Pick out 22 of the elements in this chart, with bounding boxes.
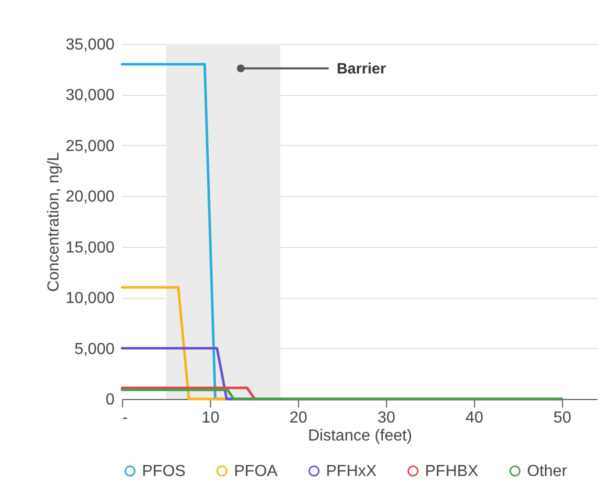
- y-tick-label: 5,000: [74, 340, 115, 358]
- y-tick-label: 30,000: [66, 87, 115, 104]
- y-axis-title: Concentration, ng/L: [46, 152, 63, 292]
- y-tick-label: 15,000: [66, 239, 115, 256]
- y-tick-label: 0: [106, 392, 115, 408]
- x-tick-label: 10: [202, 410, 220, 426]
- legend-label: PFOS: [142, 463, 186, 480]
- legend-label: PFHxX: [326, 463, 377, 480]
- x-tick-label: 30: [377, 410, 396, 426]
- y-tick-label: 35,000: [66, 36, 115, 54]
- x-tick-label: 40: [465, 410, 484, 426]
- x-tick-label: 50: [553, 410, 572, 426]
- x-tick-label: 20: [290, 410, 308, 426]
- legend-label: PFOA: [234, 463, 278, 480]
- legend-label: PFHBX: [425, 463, 479, 480]
- annotation: Barrier: [336, 60, 386, 78]
- y-tick-label: 25,000: [66, 138, 115, 155]
- x-axis-title: Distance (feet): [308, 428, 412, 444]
- legend-label: Other: [527, 463, 568, 480]
- y-tick-label: 10,000: [66, 290, 115, 308]
- x-tick-label: -: [122, 410, 128, 426]
- y-tick-label: 20,000: [66, 188, 115, 206]
